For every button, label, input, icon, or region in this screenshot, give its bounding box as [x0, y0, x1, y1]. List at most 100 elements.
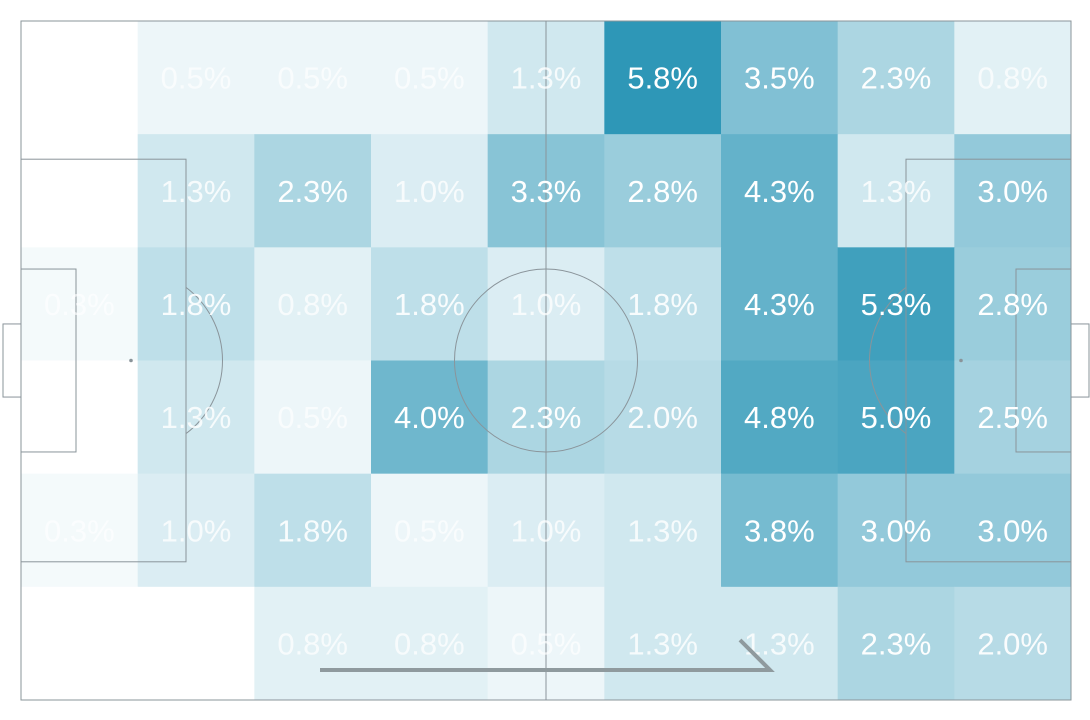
- heatmap-label-r3-c2: 0.5%: [277, 400, 348, 435]
- heatmap-label-r0-c7: 2.3%: [861, 61, 932, 96]
- heatmap-cell-r1-c3: [371, 134, 489, 248]
- heatmap-label-r0-c5: 5.8%: [627, 61, 698, 96]
- heatmap-cell-r2-c2: [254, 247, 372, 361]
- heatmap-label-r2-c4: 1.0%: [511, 287, 582, 322]
- heatmap-cell-r2-c7: [837, 247, 955, 361]
- heatmap-label-r2-c1: 1.8%: [161, 287, 232, 322]
- heatmap-cell-r5-c2: [254, 586, 372, 701]
- heatmap-cell-r0-c7: [837, 21, 955, 135]
- heatmap-cell-r3-c5: [604, 360, 722, 475]
- heatmap-cell-r5-c8: [954, 586, 1072, 701]
- heatmap-cell-r1-c5: [604, 134, 722, 248]
- penalty-arc-left: [185, 286, 223, 435]
- heatmap-label-r2-c8: 2.8%: [977, 287, 1048, 322]
- heatmap-cell-r5-c6: [721, 586, 839, 701]
- heatmap-label-r5-c3: 0.8%: [394, 626, 465, 661]
- heatmap-cell-r5-c0: [21, 586, 139, 701]
- heatmap-label-r0-c2: 0.5%: [277, 61, 348, 96]
- heatmap-cell-r4-c0: [21, 473, 139, 588]
- heatmap-label-r4-c7: 3.0%: [861, 513, 932, 548]
- heatmap-cell-r3-c7: [837, 360, 955, 475]
- heatmap-cell-r4-c5: [604, 473, 722, 588]
- heatmap-cell-r3-c2: [254, 360, 372, 475]
- heatmap-label-r1-c7: 1.3%: [861, 174, 932, 209]
- heatmap-label-r1-c5: 2.8%: [627, 174, 698, 209]
- heatmap-cell-r0-c6: [721, 21, 839, 135]
- heatmap-label-r2-c6: 4.3%: [744, 287, 815, 322]
- heatmap-label-r0-c4: 1.3%: [511, 61, 582, 96]
- heatmap-label-r5-c5: 1.3%: [627, 626, 698, 661]
- heatmap-label-r0-c6: 3.5%: [744, 61, 815, 96]
- heatmap-label-r5-c8: 2.0%: [977, 626, 1048, 661]
- heatmap-cell-r0-c1: [137, 21, 255, 135]
- heatmap-labels: 0.5% 0.5% 0.5% 1.3% 5.8% 3.5% 2.3% 0.8% 1.3% 2.3%…: [44, 61, 1048, 662]
- heatmap-cell-r4-c6: [721, 473, 839, 588]
- penalty-spot-left: [129, 358, 133, 363]
- heatmap-label-r1-c1: 1.3%: [161, 174, 232, 209]
- heatmap-label-r4-c0: 0.3%: [44, 513, 115, 548]
- heatmap-cell-r1-c6: [721, 134, 839, 248]
- penalty-arc-right: [869, 286, 907, 435]
- center-circle: [454, 268, 638, 453]
- heatmap-label-r4-c3: 0.5%: [394, 513, 465, 548]
- heatmap-cell-r5-c3: [371, 586, 489, 701]
- heatmap-cell-r0-c0: [21, 21, 139, 135]
- heatmap-cell-r4-c3: [371, 473, 489, 588]
- heatmap-cell-r2-c6: [721, 247, 839, 361]
- heatmap-cell-r1-c2: [254, 134, 372, 248]
- heatmap-label-r4-c4: 1.0%: [511, 513, 582, 548]
- heatmap-cell-r1-c1: [137, 134, 255, 248]
- heatmap-label-r2-c7: 5.3%: [861, 287, 932, 322]
- heatmap-label-r1-c4: 3.3%: [511, 174, 582, 209]
- heatmap-label-r3-c3: 4.0%: [394, 400, 465, 435]
- heatmap-label-r4-c6: 3.8%: [744, 513, 815, 548]
- heatmap-label-r3-c5: 2.0%: [627, 400, 698, 435]
- heatmap-label-r2-c3: 1.8%: [394, 287, 465, 322]
- heatmap-label-r2-c5: 1.8%: [627, 287, 698, 322]
- heatmap-label-r0-c3: 0.5%: [394, 61, 465, 96]
- heatmap-cell-r3-c8: [954, 360, 1072, 475]
- penalty-spot-right: [959, 358, 963, 363]
- heatmap-label-r3-c8: 2.5%: [977, 400, 1048, 435]
- heatmap-label-r1-c6: 4.3%: [744, 174, 815, 209]
- heatmap-cell-r0-c2: [254, 21, 372, 135]
- heatmap-label-r1-c2: 2.3%: [277, 174, 348, 209]
- heatmap-cell-r0-c5: [604, 21, 722, 135]
- heatmap-cell-r4-c2: [254, 473, 372, 588]
- heatmap-cell-r0-c3: [371, 21, 489, 135]
- goal-right: [1070, 323, 1090, 398]
- heatmap-cell-r1-c0: [21, 134, 139, 248]
- heatmap-cell-r1-c7: [837, 134, 955, 248]
- heatmap-label-r0-c8: 0.8%: [977, 61, 1048, 96]
- heatmap-cell-r2-c3: [371, 247, 489, 361]
- heatmap-cell-r2-c1: [137, 247, 255, 361]
- heatmap-label-r4-c2: 1.8%: [277, 513, 348, 548]
- heatmap-label-r5-c7: 2.3%: [861, 626, 932, 661]
- heatmap-cell-r3-c3: [371, 360, 489, 475]
- heatmap-cell-r2-c8: [954, 247, 1072, 361]
- heatmap-label-r0-c1: 0.5%: [161, 61, 232, 96]
- heatmap-cell-r4-c8: [954, 473, 1072, 588]
- heatmap-label-r3-c7: 5.0%: [861, 400, 932, 435]
- heatmap-cell-r3-c6: [721, 360, 839, 475]
- heatmap-label-r1-c3: 1.0%: [394, 174, 465, 209]
- heatmap-label-r3-c4: 2.3%: [511, 400, 582, 435]
- heatmap-label-r1-c8: 3.0%: [977, 174, 1048, 209]
- pitch-lines: [2, 20, 1090, 701]
- heatmap-label-r2-c2: 0.8%: [277, 287, 348, 322]
- heatmap-label-r4-c5: 1.3%: [627, 513, 698, 548]
- heatmap-label-r4-c8: 3.0%: [977, 513, 1048, 548]
- attack-direction-arrow: [320, 638, 775, 672]
- heatmap-cell-r4-c7: [837, 473, 955, 588]
- heatmap-label-r2-c0: 0.3%: [44, 287, 115, 322]
- heatmap-cell-r3-c1: [137, 360, 255, 475]
- heatmap-cell-r2-c0: [21, 247, 139, 361]
- goal-left: [2, 323, 22, 398]
- heatmap-cell-r3-c0: [21, 360, 139, 475]
- heatmap-cell-r0-c8: [954, 21, 1072, 135]
- heatmap-cell-r5-c7: [837, 586, 955, 701]
- heatmap-label-r5-c4: 0.5%: [511, 626, 582, 661]
- heatmap-label-r5-c2: 0.8%: [277, 626, 348, 661]
- heatmap-cell-r2-c5: [604, 247, 722, 361]
